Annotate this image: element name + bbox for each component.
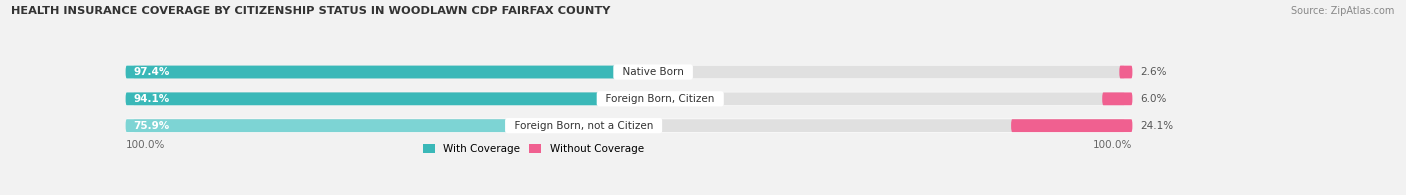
Text: Foreign Born, not a Citizen: Foreign Born, not a Citizen (508, 121, 659, 131)
FancyBboxPatch shape (125, 119, 1132, 133)
Text: 100.0%: 100.0% (1092, 140, 1132, 150)
FancyBboxPatch shape (1102, 92, 1132, 105)
Text: Source: ZipAtlas.com: Source: ZipAtlas.com (1291, 6, 1395, 16)
FancyBboxPatch shape (125, 92, 1132, 106)
FancyBboxPatch shape (125, 92, 599, 105)
Text: 94.1%: 94.1% (134, 94, 169, 104)
Text: 97.4%: 97.4% (134, 67, 170, 77)
FancyBboxPatch shape (134, 92, 1125, 105)
Text: 75.9%: 75.9% (134, 121, 169, 131)
Text: 2.6%: 2.6% (1140, 67, 1167, 77)
Text: 6.0%: 6.0% (1140, 94, 1167, 104)
Text: 100.0%: 100.0% (125, 140, 165, 150)
FancyBboxPatch shape (1011, 119, 1132, 132)
FancyBboxPatch shape (1119, 66, 1132, 78)
Text: Native Born: Native Born (616, 67, 690, 77)
FancyBboxPatch shape (125, 66, 616, 78)
FancyBboxPatch shape (125, 119, 508, 132)
Text: Foreign Born, Citizen: Foreign Born, Citizen (599, 94, 721, 104)
FancyBboxPatch shape (125, 65, 1132, 79)
Legend: With Coverage, Without Coverage: With Coverage, Without Coverage (423, 144, 644, 154)
FancyBboxPatch shape (134, 66, 1125, 78)
FancyBboxPatch shape (134, 119, 1125, 132)
Text: HEALTH INSURANCE COVERAGE BY CITIZENSHIP STATUS IN WOODLAWN CDP FAIRFAX COUNTY: HEALTH INSURANCE COVERAGE BY CITIZENSHIP… (11, 6, 610, 16)
Text: 24.1%: 24.1% (1140, 121, 1173, 131)
